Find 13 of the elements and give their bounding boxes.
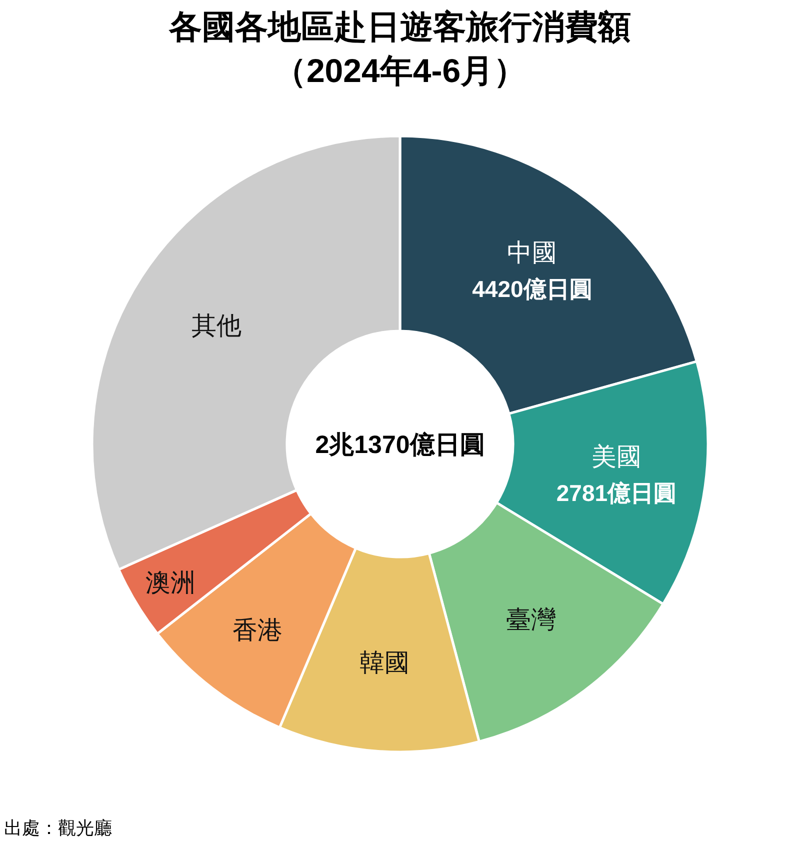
data-label: 2781億日圓 (556, 480, 677, 506)
chart-subtitle: （2024年4-6月） (273, 52, 527, 89)
data-label: 4420億日圓 (472, 276, 592, 302)
slice-label: 臺灣 (506, 606, 556, 634)
text: 出處：觀光廳 (4, 818, 112, 838)
slice-label: 韓國 (360, 648, 410, 677)
slice-label: 澳洲 (145, 569, 196, 598)
chart-title: 各國各地區赴日遊客旅行消費額 (168, 8, 631, 45)
slice-label: 其他 (192, 312, 242, 340)
slice-label: 香港 (232, 616, 283, 645)
text: 2兆1370億日圓 (315, 431, 485, 459)
slice-label: 中國 (507, 239, 558, 268)
slice-label: 美國 (591, 442, 642, 471)
